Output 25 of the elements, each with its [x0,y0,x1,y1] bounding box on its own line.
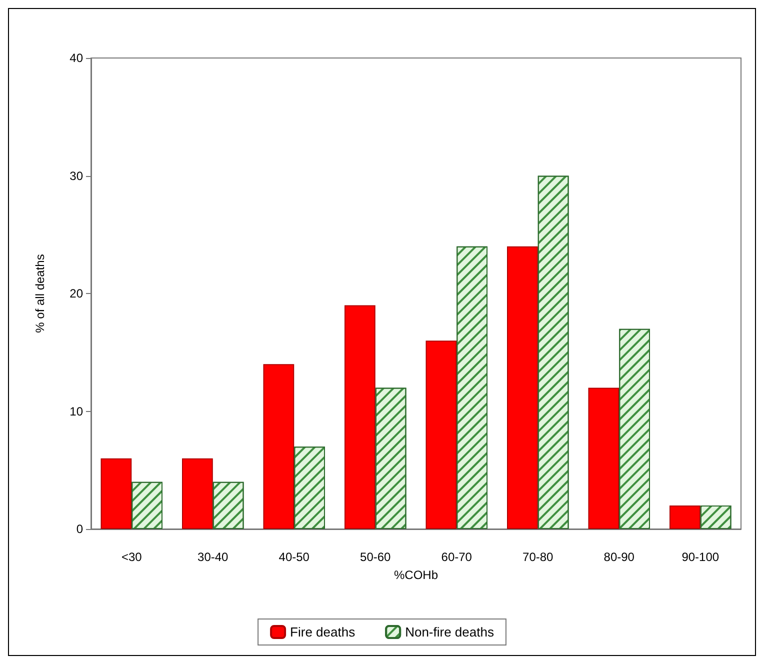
bar [507,246,538,529]
y-tick-label: 10 [70,404,84,418]
x-tick-label: 90-100 [682,550,720,564]
x-axis-title: %COHb [394,568,438,582]
x-tick-label: 40-50 [278,550,310,564]
x-tick-label: <30 [121,550,142,564]
legend-label: Non-fire deaths [405,624,494,640]
bar [263,364,294,529]
x-tick-label: 80-90 [604,550,635,564]
bar [182,458,213,529]
bar [670,505,700,529]
bar [100,458,132,529]
bar [426,340,457,529]
y-tick-label: 20 [70,286,84,300]
x-tick-label: 50-60 [360,550,392,564]
x-tick-label: 30-40 [198,550,229,564]
x-tick-label: 70-80 [522,550,554,564]
legend-label: Fire deaths [290,624,356,640]
y-axis-title: % of all deaths [33,254,47,333]
y-tick-label: 40 [70,51,84,65]
bar [344,305,376,529]
x-tick-label: 60-70 [441,550,472,564]
bar [588,388,620,529]
y-tick-label: 0 [76,522,84,536]
y-tick-label: 30 [70,168,84,183]
